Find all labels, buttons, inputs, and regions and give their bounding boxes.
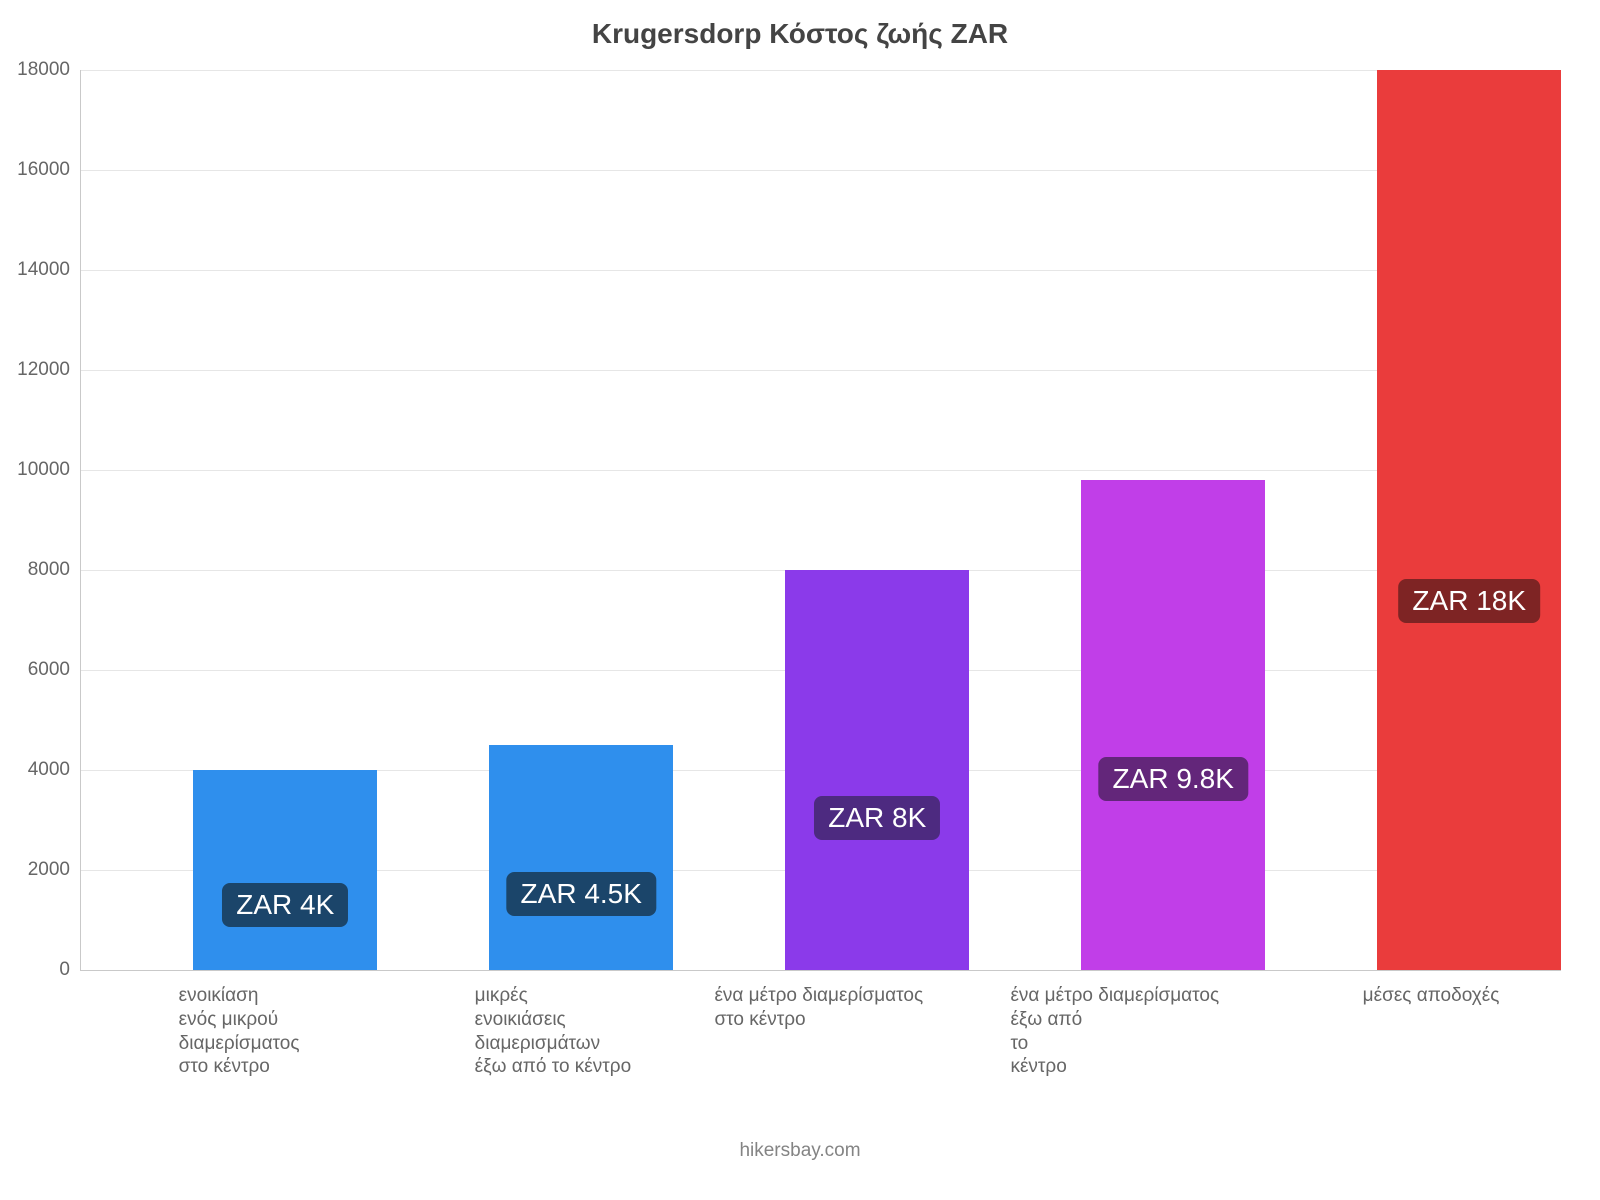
value-badge: ZAR 18K [1398,579,1540,623]
ytick-label: 16000 [10,159,70,181]
chart-title: Krugersdorp Κόστος ζωής ZAR [0,18,1600,50]
value-badge: ZAR 4K [222,883,348,927]
cost-of-living-chart: Krugersdorp Κόστος ζωής ZAR 0 2000 4000 600… [0,0,1600,1200]
bar-slot: ZAR 8Kένα μέτρο διαμερίσματος στο κέντρο [673,70,969,970]
plot-area: ZAR 4Kενοικίαση ενός μικρού διαμερίσματο… [80,70,1561,971]
value-badge: ZAR 8K [814,796,940,840]
bar-slot: ZAR 18Kμέσες αποδοχές [1265,70,1561,970]
bar-slot: ZAR 4Kενοικίαση ενός μικρού διαμερίσματο… [81,70,377,970]
ytick-label: 2000 [10,859,70,881]
ytick-label: 4000 [10,759,70,781]
ytick-label: 6000 [10,659,70,681]
value-badge: ZAR 9.8K [1099,757,1248,801]
ytick-label: 0 [10,959,70,981]
bar: ZAR 9.8K [1081,480,1265,970]
ytick-label: 12000 [10,359,70,381]
ytick-label: 14000 [10,259,70,281]
xtick-label: ένα μέτρο διαμερίσματος στο κέντρο [714,984,923,1032]
attribution: hikersbay.com [0,1140,1600,1162]
ytick-label: 18000 [10,59,70,81]
bar-slot: ZAR 4.5Kμικρές ενοικιάσεις διαμερισμάτων… [377,70,673,970]
bar: ZAR 4K [193,770,377,970]
bar: ZAR 4.5K [489,745,673,970]
xtick-label: ένα μέτρο διαμερίσματος έξω από το κέντρ… [1010,984,1219,1079]
ytick-label: 10000 [10,459,70,481]
bars-container: ZAR 4Kενοικίαση ενός μικρού διαμερίσματο… [81,70,1561,970]
xtick-label: μικρές ενοικιάσεις διαμερισμάτων έξω από… [475,984,631,1079]
value-badge: ZAR 4.5K [507,872,656,916]
bar: ZAR 8K [785,570,969,970]
bar-slot: ZAR 9.8Kένα μέτρο διαμερίσματος έξω από … [969,70,1265,970]
ytick-label: 8000 [10,559,70,581]
bar: ZAR 18K [1377,70,1561,970]
xtick-label: ενοικίαση ενός μικρού διαμερίσματος στο … [179,984,300,1079]
xtick-label: μέσες αποδοχές [1363,984,1500,1008]
